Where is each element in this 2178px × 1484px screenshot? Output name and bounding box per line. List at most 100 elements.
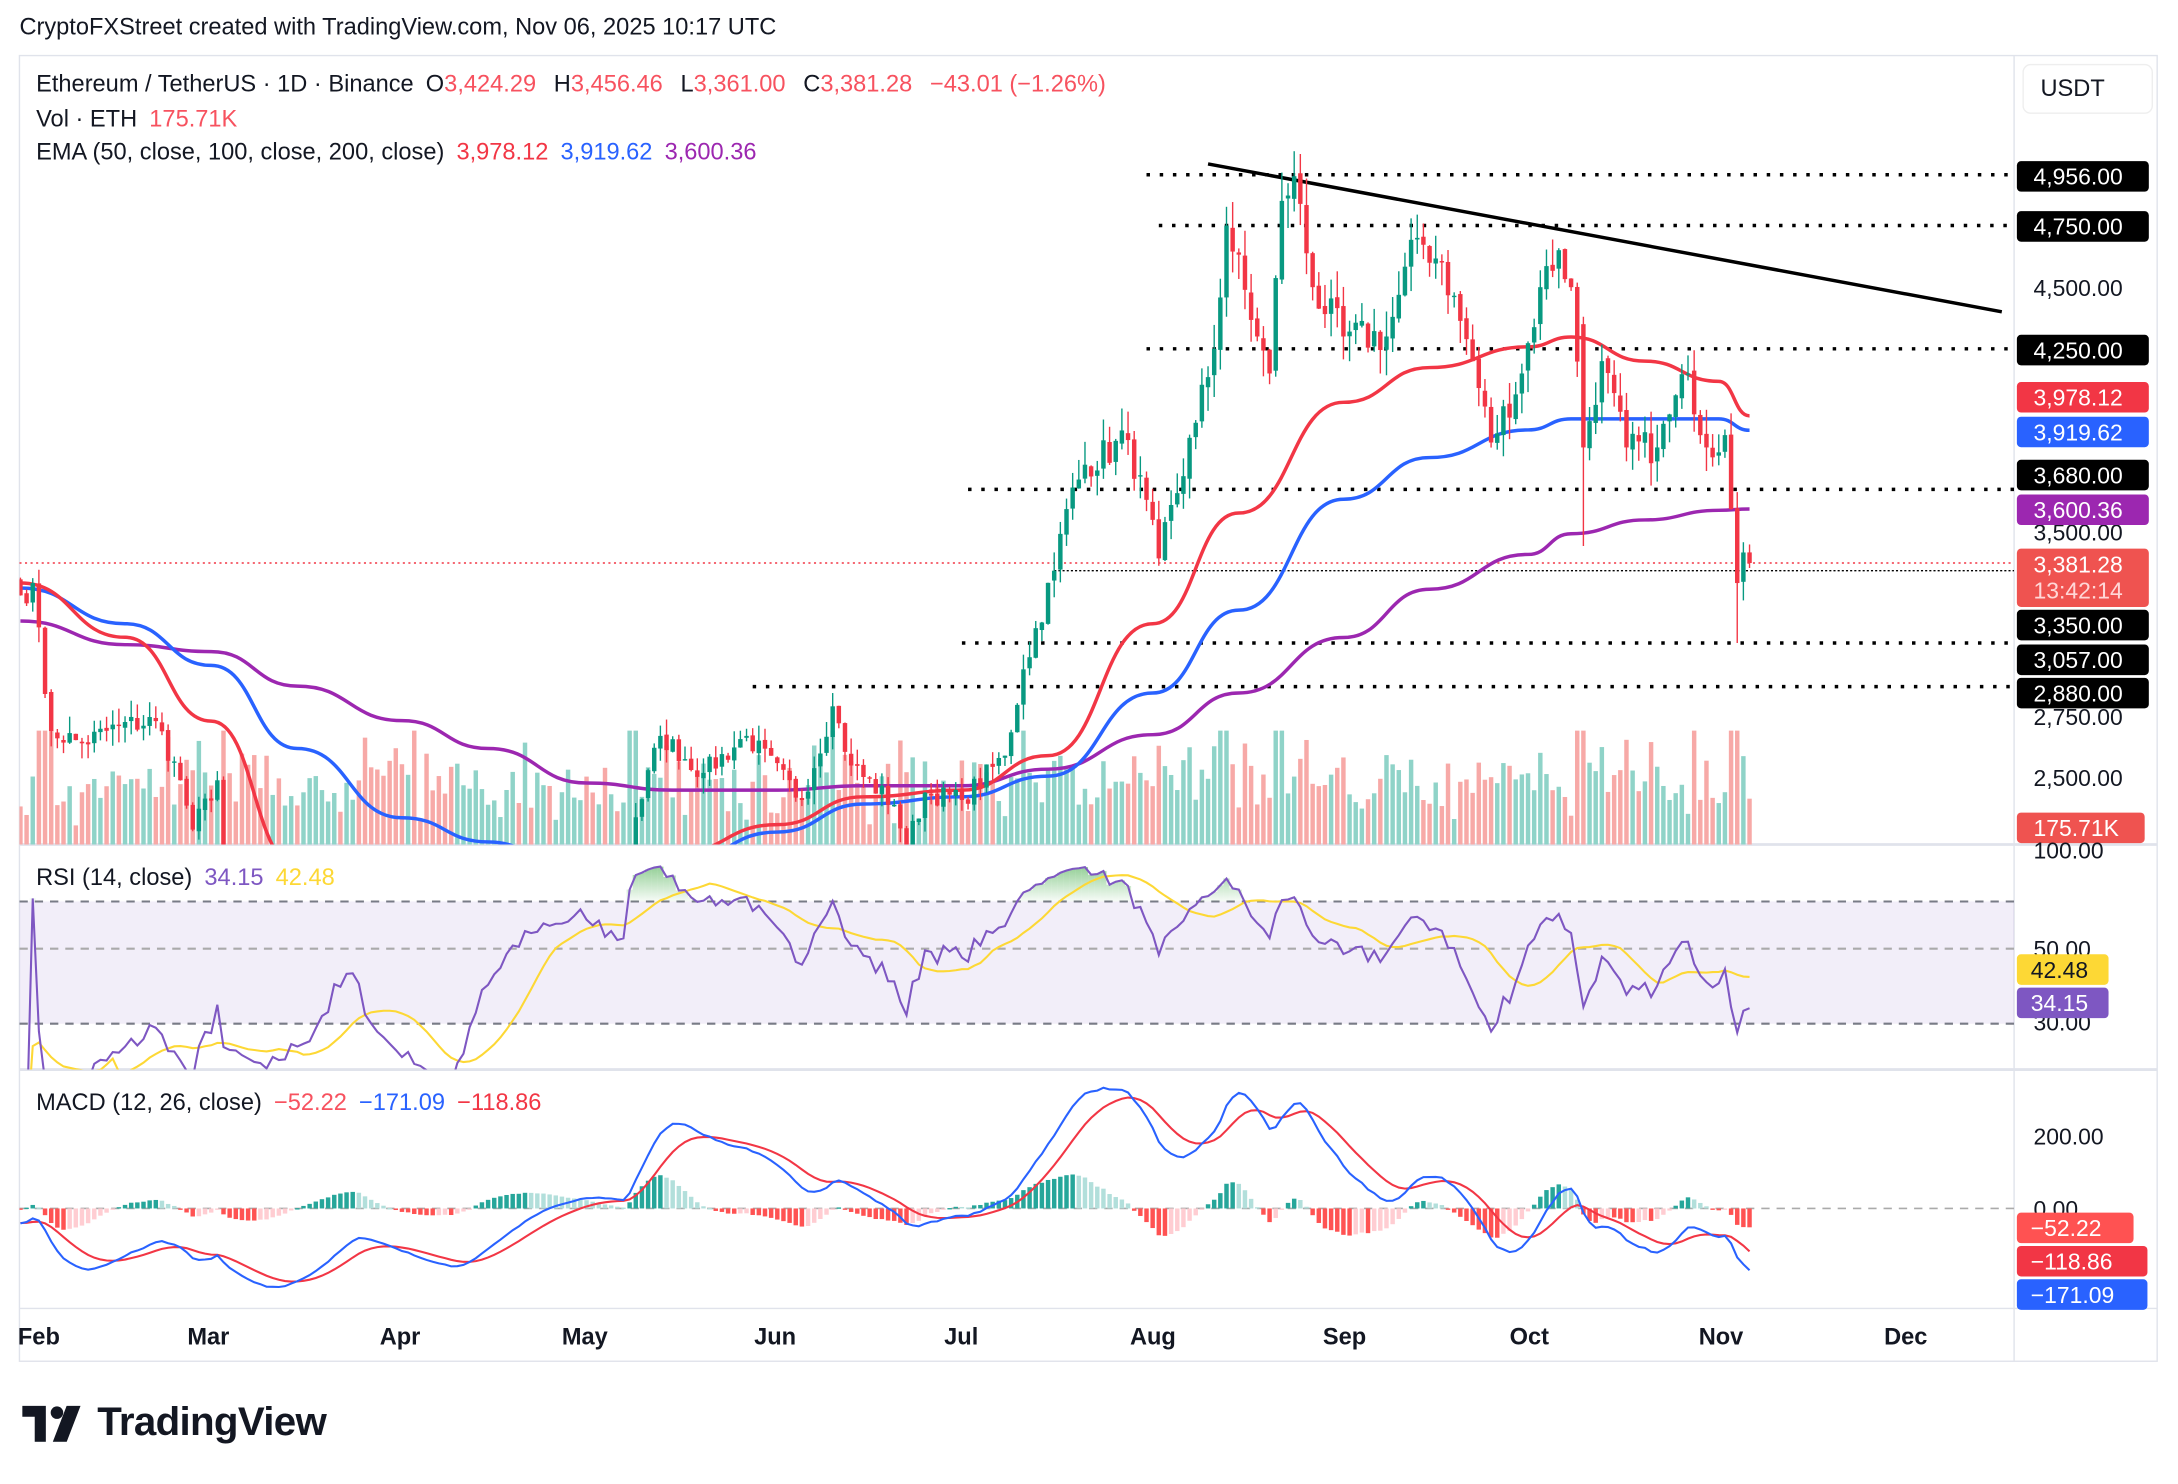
- candle-body: [1525, 343, 1531, 371]
- volume-bar: [178, 784, 183, 845]
- candle-body: [1636, 435, 1641, 442]
- candle-body: [1501, 406, 1506, 436]
- macd-hist-badge: [2016, 1212, 2134, 1244]
- volume-bar: [1433, 782, 1438, 845]
- candle-body: [128, 716, 134, 722]
- macd-histogram-bar: [1273, 1208, 1278, 1218]
- macd-histogram-bar: [325, 1197, 331, 1209]
- macd-histogram-bar: [1445, 1208, 1451, 1210]
- macd-histogram-bar: [547, 1194, 552, 1209]
- candle-body: [455, 1031, 459, 1039]
- volume-bar: [1015, 778, 1020, 845]
- macd-line-value: −171.09: [358, 1088, 446, 1116]
- volume-bar: [510, 771, 515, 845]
- candle-body: [135, 718, 140, 730]
- macd-histogram-bar: [787, 1208, 792, 1223]
- volume-bar: [836, 790, 842, 845]
- macd-histogram-bar: [1525, 1208, 1531, 1212]
- volume-bar: [55, 805, 60, 845]
- volume-bar: [1593, 771, 1598, 845]
- candle-body: [1008, 732, 1014, 757]
- macd-histogram-bar: [1741, 1208, 1746, 1228]
- macd-histogram-bar: [781, 1208, 786, 1222]
- macd-histogram-bar: [978, 1204, 983, 1209]
- volume-bar: [879, 776, 885, 845]
- macd-histogram-bar: [141, 1201, 146, 1209]
- candle-body: [350, 884, 354, 886]
- candle-body: [811, 768, 817, 791]
- macd-histogram-bar: [1371, 1208, 1377, 1232]
- candle-body: [971, 778, 977, 805]
- macd-histogram-bar: [695, 1202, 700, 1209]
- candle-body: [165, 730, 171, 761]
- volume-bar: [1728, 730, 1734, 845]
- macd-histogram-bar: [288, 1208, 294, 1211]
- volume-bar: [719, 778, 725, 845]
- ema50-line: [20, 335, 1750, 845]
- volume-bar: [1458, 781, 1463, 845]
- macd-histogram-bar: [836, 1207, 842, 1209]
- volume-bar: [1470, 792, 1475, 845]
- candle-body: [1698, 414, 1703, 436]
- volume-bar: [652, 773, 657, 845]
- macd-histogram-bar: [1464, 1208, 1469, 1221]
- macd-histogram-bar: [455, 1208, 460, 1214]
- volume-bar: [535, 772, 540, 845]
- volume-bar: [898, 740, 903, 845]
- candle-body: [1544, 266, 1549, 290]
- macd-histogram-bar: [1716, 1208, 1721, 1211]
- volume-bar: [362, 737, 368, 845]
- symbol-title[interactable]: Ethereum / TetherUS · 1D · Binance: [36, 70, 414, 98]
- candle-body: [1359, 320, 1365, 326]
- rsi-label[interactable]: RSI (14, close): [36, 863, 193, 891]
- macd-histogram-bar: [891, 1208, 897, 1221]
- macd-histogram-bar: [1261, 1208, 1266, 1215]
- candle-body: [879, 785, 885, 794]
- price-level-badge: [2016, 609, 2149, 641]
- macd-histogram-bar: [1125, 1203, 1131, 1209]
- currency-button[interactable]: USDT: [2022, 63, 2153, 114]
- time-axis-label: Apr: [380, 1325, 421, 1351]
- candle-body: [1488, 406, 1494, 443]
- volume-bar: [1568, 815, 1574, 845]
- volume-bar: [541, 785, 546, 845]
- macd-histogram-bar: [362, 1196, 368, 1209]
- macd-histogram-bar: [1236, 1183, 1242, 1209]
- macd-histogram-bar: [55, 1208, 60, 1228]
- macd-histogram-bar: [1593, 1208, 1598, 1223]
- macd-histogram-bar: [116, 1207, 122, 1209]
- candle-body: [153, 717, 159, 722]
- macd-histogram-bar: [725, 1208, 731, 1214]
- candle-body: [1679, 374, 1685, 399]
- macd-label[interactable]: MACD (12, 26, close): [36, 1088, 262, 1116]
- candle-body: [1402, 266, 1408, 296]
- candle-body: [36, 583, 42, 628]
- candle-body: [208, 798, 214, 801]
- macd-histogram-bar: [965, 1207, 971, 1209]
- candle-body: [1427, 246, 1432, 263]
- macd-histogram-bar: [1131, 1208, 1137, 1211]
- candle-body: [1507, 403, 1512, 418]
- open-label: O: [425, 70, 445, 98]
- candle-body: [24, 593, 29, 604]
- macd-histogram-bar: [1439, 1205, 1445, 1209]
- macd-histogram-bar: [1076, 1175, 1082, 1209]
- candle-body: [461, 1027, 465, 1031]
- volume-bar: [670, 797, 675, 845]
- macd-histogram-bar: [1402, 1208, 1408, 1213]
- candle-body: [818, 753, 823, 767]
- volume-label[interactable]: Vol · ETH: [36, 105, 138, 132]
- ema-label[interactable]: EMA (50, close, 100, close, 200, close): [36, 138, 445, 166]
- tradingview-logo[interactable]: TradingView: [22, 1400, 327, 1446]
- macd-histogram-bar: [79, 1208, 85, 1226]
- macd-histogram-bar: [430, 1208, 435, 1216]
- macd-hist-value: −52.22: [273, 1088, 347, 1116]
- macd-histogram-bar: [842, 1208, 848, 1210]
- volume-bar: [590, 792, 595, 845]
- candle-body: [1747, 552, 1752, 564]
- volume-bar: [307, 778, 312, 845]
- macd-histogram-bar: [1636, 1208, 1641, 1222]
- rsi-value: 34.15: [204, 863, 264, 891]
- candle-body: [196, 808, 202, 832]
